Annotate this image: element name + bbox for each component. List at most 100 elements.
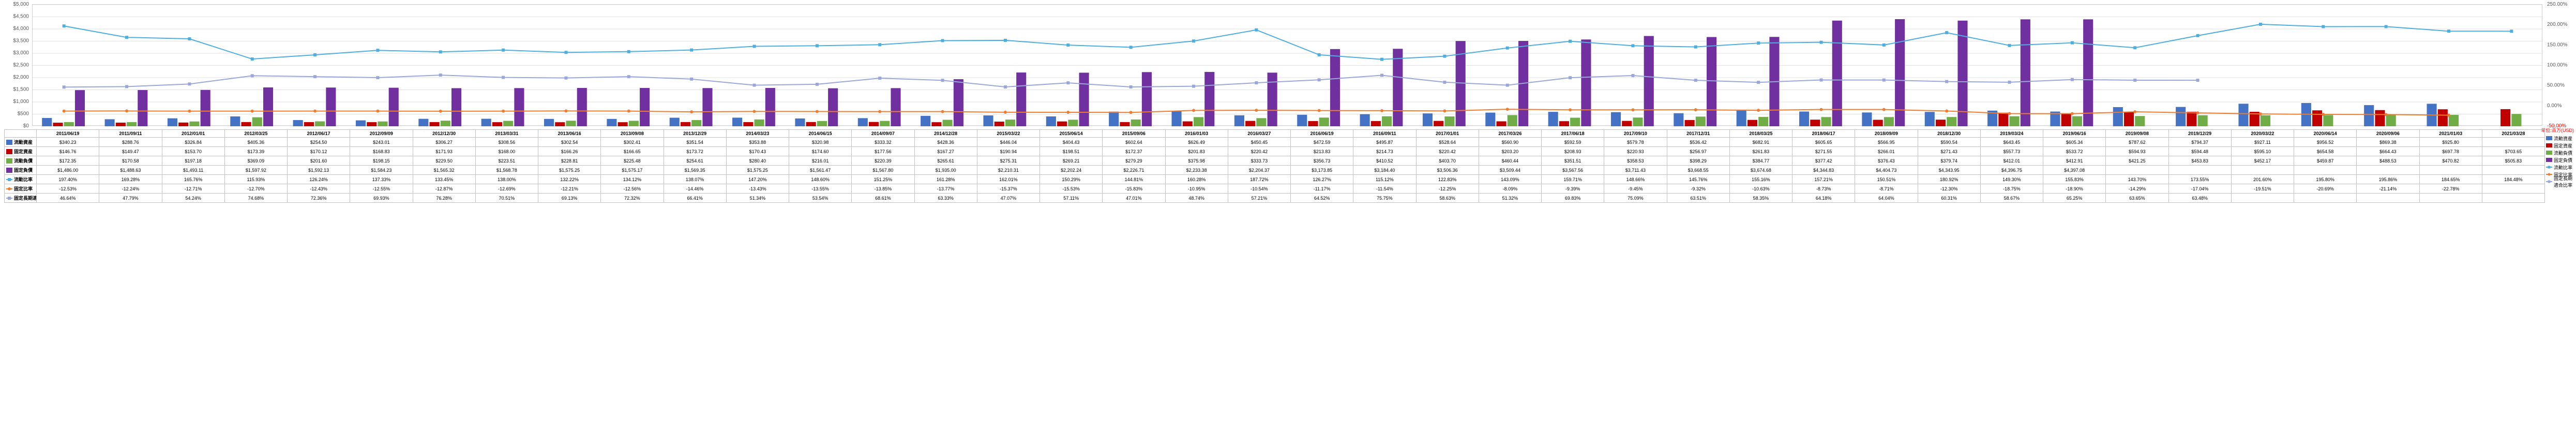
cell: 54.24%	[162, 194, 224, 203]
cell: $452.17	[2231, 156, 2294, 166]
cell: 46.64%	[37, 194, 99, 203]
bar-ryudo_shisan	[1046, 116, 1056, 126]
cell: 126.27%	[1291, 175, 1353, 184]
cell: -14.29%	[2106, 184, 2168, 194]
cell: -19.51%	[2231, 184, 2294, 194]
cell: $220.93	[1604, 147, 1667, 156]
col-header: 2020/06/14	[2294, 130, 2357, 138]
cell: $869.38	[2357, 138, 2419, 147]
cell: -17.04%	[2168, 184, 2231, 194]
cell: 155.83%	[2043, 175, 2106, 184]
cell: 66.41%	[664, 194, 726, 203]
col-header: 2013/12/29	[664, 130, 726, 138]
cell: $228.81	[538, 156, 601, 166]
cell: $594.93	[2106, 147, 2168, 156]
bar-ryudo_shisan	[1423, 113, 1433, 126]
row-header-kotei_fusai: 固定負債	[5, 166, 37, 175]
cell: $472.59	[1291, 138, 1353, 147]
cell: $279.29	[1103, 156, 1165, 166]
legend-item-kotei_chouki: 固定長期適合比率	[2546, 178, 2574, 185]
cell: $203.20	[1479, 147, 1541, 156]
cell: $229.50	[413, 156, 475, 166]
cell: 138.07%	[664, 175, 726, 184]
cell: 169.28%	[99, 175, 162, 184]
cell: $201.83	[1165, 147, 1228, 156]
cell: $302.41	[601, 138, 664, 147]
table-row: 固定資産$146.76$149.47$153.70$173.39$170.12$…	[5, 147, 2545, 156]
cell: $1,568.78	[475, 166, 538, 175]
cell: $450.45	[1228, 138, 1290, 147]
cell	[2168, 166, 2231, 175]
cell: $1,488.63	[99, 166, 162, 175]
bar-kotei_shisan	[1057, 122, 1067, 126]
cell: -12.43%	[288, 184, 350, 194]
cell: $266.01	[1855, 147, 1918, 156]
cell: $168.83	[350, 147, 413, 156]
bar-ryudo_shisan	[670, 117, 680, 126]
bar-kotei_fusai	[1079, 72, 1089, 126]
cell: -15.53%	[1040, 184, 1103, 194]
cell: $590.54	[1918, 138, 1980, 147]
cell: 47.07%	[977, 194, 1040, 203]
cell: $351.54	[664, 138, 726, 147]
cell	[2294, 166, 2357, 175]
bar-ryudo_shisan	[105, 119, 115, 126]
cell: $351.51	[1542, 156, 1604, 166]
cell: $579.78	[1604, 138, 1667, 147]
cell: 53.54%	[789, 194, 852, 203]
bar-ryudo_fusai	[1884, 117, 1894, 126]
cell: $703.65	[2482, 147, 2544, 156]
cell: $320.98	[789, 138, 852, 147]
bar-kotei_shisan	[2061, 113, 2071, 126]
cell: 51.34%	[726, 194, 789, 203]
cell: 133.45%	[413, 175, 475, 184]
cell: $208.93	[1542, 147, 1604, 156]
svg-text:$0: $0	[23, 123, 29, 129]
cell: $4,396.75	[1980, 166, 2043, 175]
bar-kotei_shisan	[806, 122, 816, 126]
cell: $1,575.25	[726, 166, 789, 175]
legend-right: 流動資産固定資産流動負債固定負債流動比率固定比率固定長期適合比率	[2546, 135, 2574, 185]
bar-kotei_shisan	[2375, 110, 2385, 126]
cell: 149.30%	[1980, 175, 2043, 184]
bar-ryudo_fusai	[1444, 116, 1454, 126]
cell	[2482, 184, 2544, 194]
cell: $1,935.00	[914, 166, 977, 175]
bar-ryudo_fusai	[2135, 116, 2145, 126]
bar-kotei_shisan	[555, 122, 565, 126]
cell: 68.61%	[852, 194, 914, 203]
legend-item-kotei_fusai: 固定負債	[2546, 156, 2574, 164]
bar-ryudo_shisan	[1611, 112, 1621, 126]
cell: -18.90%	[2043, 184, 2106, 194]
cell: $197.18	[162, 156, 224, 166]
table-row: 流動比率197.40%169.28%165.76%115.93%126.24%1…	[5, 175, 2545, 184]
cell: $1,486.00	[37, 166, 99, 175]
cell: 150.51%	[1855, 175, 1918, 184]
cell: $172.37	[1103, 147, 1165, 156]
cell: -10.63%	[1729, 184, 1792, 194]
cell: -18.75%	[1980, 184, 2043, 194]
cell: $170.58	[99, 156, 162, 166]
cell: 58.67%	[1980, 194, 2043, 203]
cell	[2482, 166, 2544, 175]
col-header: 2020/09/06	[2357, 130, 2419, 138]
cell: $1,567.80	[852, 166, 914, 175]
cell: 143.09%	[1479, 175, 1541, 184]
cell: 201.60%	[2231, 175, 2294, 184]
bar-kotei_shisan	[1936, 120, 1946, 126]
cell: $220.42	[1416, 147, 1479, 156]
bar-ryudo_fusai	[2386, 114, 2396, 126]
col-header: 2013/09/08	[601, 130, 664, 138]
row-header-kotei_shisan: 固定資産	[5, 147, 37, 156]
bar-kotei_fusai	[954, 79, 963, 126]
col-header: 2015/03/22	[977, 130, 1040, 138]
svg-text:$1,500: $1,500	[13, 87, 29, 93]
bar-kotei_fusai	[828, 88, 838, 126]
bar-kotei_fusai	[451, 88, 461, 126]
bar-ryudo_fusai	[943, 120, 953, 126]
svg-text:$5,000: $5,000	[13, 2, 29, 7]
bar-ryudo_fusai	[1194, 117, 1203, 126]
bar-kotei_shisan	[2312, 110, 2322, 126]
legend-item-kotei_shisan: 固定資産	[2546, 142, 2574, 149]
cell: 64.52%	[1291, 194, 1353, 203]
